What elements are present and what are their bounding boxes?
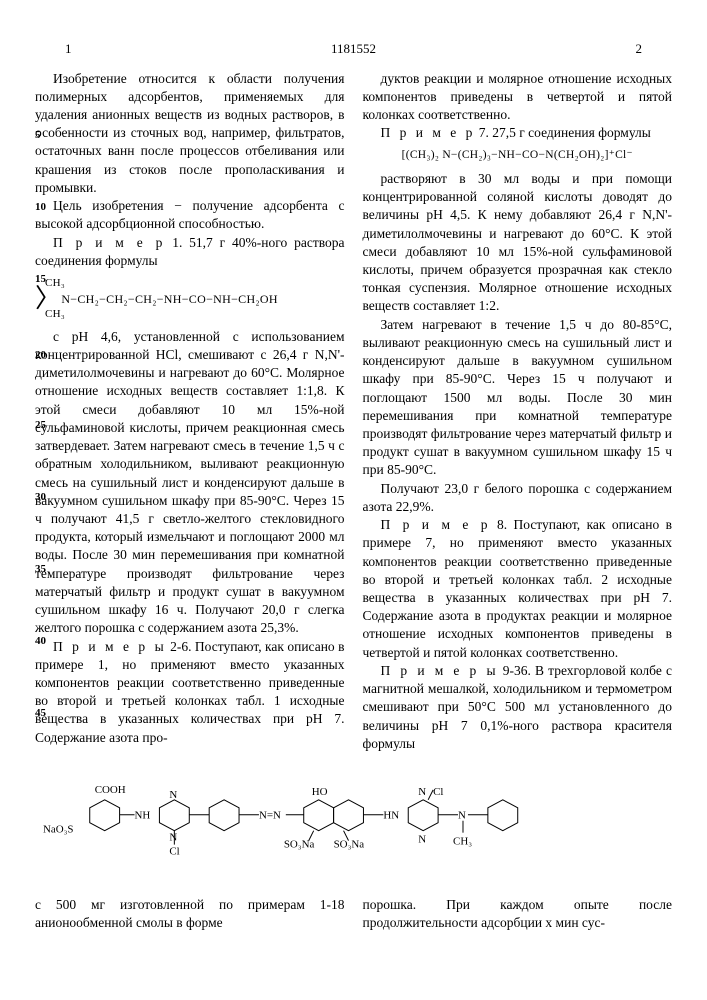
paragraph: П р и м е р 8. Поступают, как описано в … (363, 516, 673, 662)
line-marker: 20 (35, 348, 46, 363)
paragraph: с 500 мг изготовленной по примерам 1-18 … (35, 896, 345, 932)
line-marker: 35 (35, 562, 46, 577)
paragraph: П р и м е р ы 2-6. Поступают, как описан… (35, 638, 345, 747)
svg-text:SO₃Na: SO₃Na (284, 839, 315, 851)
line-marker: 5 (35, 128, 41, 143)
paragraph: П р и м е р ы 9-36. В трехгорловой колбе… (363, 662, 673, 753)
svg-text:N=N: N=N (259, 810, 281, 822)
svg-text:N: N (169, 789, 177, 801)
example-text: 8. Поступают, как описано в примере 7, н… (363, 517, 673, 660)
left-column: 5 10 15 20 25 30 35 40 45 Изобретение от… (35, 70, 345, 753)
svg-text:Cl: Cl (169, 846, 179, 858)
line-marker: 40 (35, 634, 46, 649)
example-text: 7. 27,5 г соединения формулы (475, 125, 650, 140)
example-text: 2-6. Поступают, как описано в примере 1,… (35, 639, 345, 745)
line-marker: 30 (35, 490, 46, 505)
svg-text:CH₃: CH₃ (453, 836, 472, 848)
bottom-section: с 500 мг изготовленной по примерам 1-18 … (35, 896, 672, 932)
svg-text:N: N (169, 832, 177, 844)
line-marker: 10 (35, 200, 46, 215)
paragraph: растворяют в 30 мл воды и при помощи кон… (363, 170, 673, 316)
doc-number: 1181552 (72, 40, 636, 58)
two-column-body: 5 10 15 20 25 30 35 40 45 Изобретение от… (35, 70, 672, 753)
paragraph: П р и м е р 7. 27,5 г соединения формулы (363, 124, 673, 142)
svg-text:N: N (418, 834, 426, 846)
page-right: 2 (636, 40, 643, 58)
chemical-formula-2: [(CH₃)₂ N−(CH₂)₃−NH−CO−N(CH₂OH)₂]⁺Cl⁻ (363, 148, 673, 164)
paragraph: с pH 4,6, установленной с использованием… (35, 328, 345, 638)
svg-text:N: N (418, 786, 426, 798)
right-column: дуктов реакции и молярное отношение исхо… (363, 70, 673, 753)
paragraph: Затем нагревают в течение 1,5 ч до 80-85… (363, 316, 673, 480)
svg-text:COOH: COOH (95, 784, 126, 796)
svg-text:N: N (458, 810, 466, 822)
svg-text:NH: NH (135, 810, 151, 822)
paragraph: П р и м е р 1. 51,7 г 40%-ного раствора … (35, 234, 345, 270)
paragraph: Цель изобретения − получение адсорбента … (35, 197, 345, 233)
example-label: П р и м е р ы (53, 639, 167, 654)
example-label: П р и м е р (53, 235, 165, 250)
svg-text:Cl: Cl (433, 786, 443, 798)
svg-text:HN: HN (383, 810, 399, 822)
line-marker: 15 (35, 272, 46, 287)
svg-text:NaO₃S: NaO₃S (43, 824, 74, 836)
chemical-structure-diagram: COOH NaO₃S NH N N Cl N=N HO SO₃Na SO₃Na … (35, 763, 672, 872)
paragraph: дуктов реакции и молярное отношение исхо… (363, 70, 673, 125)
line-marker: 25 (35, 418, 46, 433)
line-marker: 45 (35, 706, 46, 721)
bottom-right: порошка. При каждом опыте после продолжи… (363, 896, 673, 932)
example-label: П р и м е р ы (381, 663, 499, 678)
bottom-left: с 500 мг изготовленной по примерам 1-18 … (35, 896, 345, 932)
paragraph: Изобретение относится к области получени… (35, 70, 345, 198)
chemical-formula-1: CH₃ 〉 N−CH₂−CH₂−CH₂−NH−CO−NH−CH₂OH CH₃ (35, 276, 345, 322)
paragraph: Получают 23,0 г белого порошка с содержа… (363, 480, 673, 516)
paragraph: порошка. При каждом опыте после продолжи… (363, 896, 673, 932)
svg-text:HO: HO (312, 786, 328, 798)
page-header: 1 1181552 2 (35, 40, 672, 58)
example-label: П р и м е р (381, 125, 476, 140)
example-label: П р и м е р (381, 517, 491, 532)
